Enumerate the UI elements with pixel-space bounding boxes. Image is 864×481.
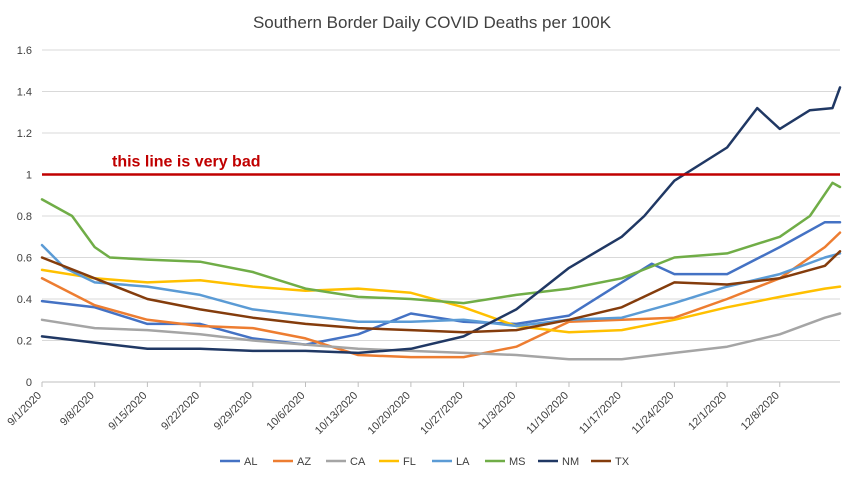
x-tick-label: 9/29/2020 bbox=[212, 390, 255, 433]
y-tick-label: 0.2 bbox=[17, 336, 32, 348]
x-tick-label: 9/22/2020 bbox=[159, 390, 202, 433]
reference-line-group: this line is very bad bbox=[42, 154, 840, 176]
x-tick-label: 12/8/2020 bbox=[739, 390, 782, 433]
series-line-ms bbox=[40, 181, 842, 305]
legend-label-al: AL bbox=[244, 456, 257, 468]
y-tick-label: 1.6 bbox=[17, 45, 32, 57]
x-tick-label: 11/24/2020 bbox=[630, 390, 677, 437]
legend-label-fl: FL bbox=[403, 456, 416, 468]
series-line-ca bbox=[40, 312, 842, 361]
y-tick-label: 0 bbox=[26, 377, 32, 389]
x-tick-label: 10/27/2020 bbox=[418, 390, 465, 437]
x-tick-label: 9/8/2020 bbox=[58, 390, 97, 429]
y-tick-label: 0.4 bbox=[17, 294, 32, 306]
legend-label-az: AZ bbox=[297, 456, 311, 468]
series-lines bbox=[40, 86, 842, 361]
series-line-tx bbox=[40, 250, 842, 334]
x-tick-label: 10/13/2020 bbox=[313, 390, 360, 437]
legend-label-ca: CA bbox=[350, 456, 366, 468]
x-tick-label: 12/1/2020 bbox=[686, 390, 729, 433]
chart-title: Southern Border Daily COVID Deaths per 1… bbox=[253, 13, 612, 32]
legend-label-nm: NM bbox=[562, 456, 579, 468]
x-tick-label: 11/10/2020 bbox=[524, 390, 571, 437]
y-tick-label: 0.6 bbox=[17, 253, 32, 265]
series-line-nm bbox=[40, 86, 842, 355]
x-tick-label: 11/3/2020 bbox=[476, 390, 519, 433]
y-tick-label: 1.2 bbox=[17, 128, 32, 140]
reference-line-annotation: this line is very bad bbox=[112, 154, 261, 171]
legend-label-ms: MS bbox=[509, 456, 526, 468]
x-tick-label: 10/20/2020 bbox=[366, 390, 413, 437]
x-tick-label: 9/15/2020 bbox=[106, 390, 149, 433]
legend: AL AZ CA FL LA MS NM TX bbox=[220, 456, 630, 468]
x-tick-label: 10/6/2020 bbox=[265, 390, 308, 433]
series-line-fl bbox=[40, 268, 842, 334]
y-tick-label: 1.4 bbox=[17, 87, 32, 99]
y-tick-label: 1 bbox=[26, 170, 32, 182]
legend-label-tx: TX bbox=[615, 456, 630, 468]
legend-label-la: LA bbox=[456, 456, 470, 468]
x-tick-label: 9/1/2020 bbox=[5, 390, 44, 429]
series-line-az bbox=[40, 231, 842, 359]
y-tick-label: 0.8 bbox=[17, 211, 32, 223]
x-tick-label: 11/17/2020 bbox=[577, 390, 624, 437]
x-axis-ticks: 9/1/2020 9/8/2020 9/15/2020 9/22/2020 9/29/2… bbox=[5, 382, 782, 437]
y-axis-ticks: 0 0.2 0.4 0.6 0.8 1 1.2 1.4 1.6 bbox=[17, 45, 32, 389]
